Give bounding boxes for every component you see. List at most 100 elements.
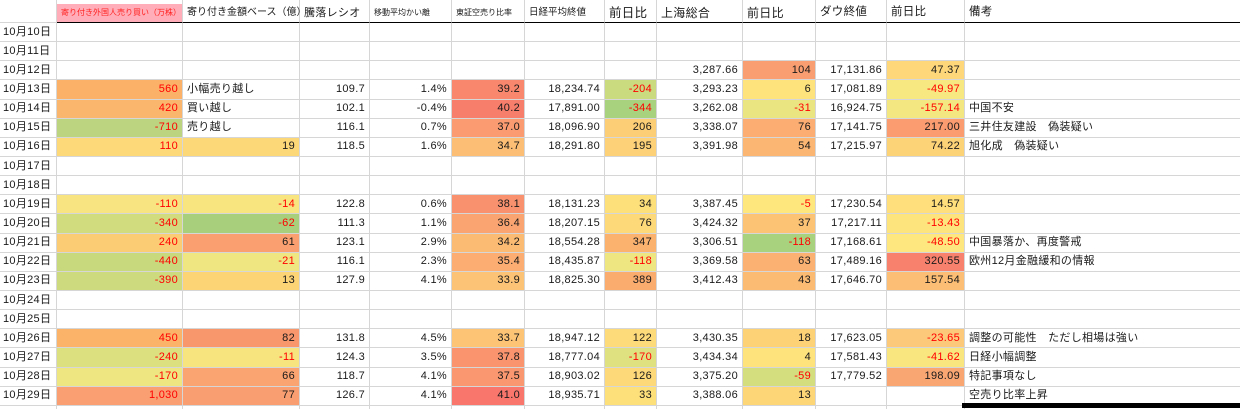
cell-d[interactable] — [300, 61, 370, 81]
cell-f[interactable] — [452, 290, 525, 311]
row-date[interactable]: 10月11日 — [0, 42, 57, 62]
cell-h[interactable]: 76 — [605, 214, 657, 234]
cell-e[interactable] — [370, 176, 452, 196]
cell-j[interactable] — [743, 290, 816, 311]
cell-j[interactable]: -59 — [743, 367, 816, 387]
row-date[interactable]: 10月16日 — [0, 137, 57, 157]
cell-b[interactable]: 240 — [57, 233, 183, 253]
cell-k[interactable] — [816, 386, 887, 406]
cell-c[interactable] — [183, 42, 300, 62]
cell-m[interactable]: 中国不安 — [965, 100, 1240, 119]
cell-j[interactable] — [743, 310, 816, 330]
cell-l[interactable]: 157.54 — [887, 271, 965, 291]
column-header-i[interactable]: 上海総合 — [657, 4, 743, 23]
cell-k[interactable]: 17,215.97 — [816, 137, 887, 157]
cell-g[interactable] — [525, 42, 605, 62]
cell-l[interactable]: -41.62 — [887, 348, 965, 368]
row-date[interactable]: 10月24日 — [0, 290, 57, 311]
cell-i[interactable]: 3,434.34 — [657, 348, 743, 368]
cell-i[interactable]: 3,388.06 — [657, 386, 743, 406]
cell-b[interactable]: 420 — [57, 99, 183, 119]
cell-f[interactable] — [452, 176, 525, 196]
cell-g[interactable] — [525, 310, 605, 330]
cell-l[interactable]: -157.14 — [887, 99, 965, 119]
column-header-k[interactable]: ダウ終値 — [816, 4, 887, 23]
cell-c[interactable]: 小幅売り越し — [183, 80, 300, 100]
row-date[interactable]: 10月21日 — [0, 233, 57, 253]
cell-e[interactable]: 4.5% — [370, 329, 452, 349]
cell-b[interactable]: -170 — [57, 367, 183, 387]
cell-j[interactable]: 37 — [743, 214, 816, 234]
cell-g[interactable]: 18,777.04 — [525, 348, 605, 368]
cell-h[interactable]: 126 — [605, 367, 657, 387]
cell-m[interactable] — [965, 80, 1240, 100]
cell-d[interactable]: 118.5 — [300, 137, 370, 157]
cell-b[interactable]: 560 — [57, 80, 183, 100]
cell-d[interactable] — [300, 310, 370, 330]
row-date[interactable]: 10月29日 — [0, 386, 57, 406]
cell-i[interactable]: 3,387.45 — [657, 195, 743, 215]
cell-m[interactable]: 旭化成 偽装疑い — [965, 138, 1240, 157]
cell-g[interactable]: 18,096.90 — [525, 118, 605, 138]
cell-g[interactable]: 18,903.02 — [525, 367, 605, 387]
cell-j[interactable] — [743, 176, 816, 196]
cell-k[interactable]: 17,646.70 — [816, 271, 887, 291]
cell-d[interactable]: 124.3 — [300, 348, 370, 368]
cell-g[interactable]: 18,131.23 — [525, 195, 605, 215]
cell-h[interactable]: -344 — [605, 99, 657, 119]
cell-b[interactable] — [57, 156, 183, 177]
cell-e[interactable] — [370, 156, 452, 177]
cell-f[interactable]: 33.7 — [452, 329, 525, 349]
column-header-f[interactable]: 東証空売り比率 — [452, 4, 525, 23]
cell-m[interactable]: 日経小幅調整 — [965, 348, 1240, 368]
cell-i[interactable] — [657, 310, 743, 330]
cell-f[interactable]: 37.0 — [452, 118, 525, 138]
cell-d[interactable] — [300, 23, 370, 43]
cell-c[interactable]: 66 — [183, 367, 300, 387]
row-date[interactable]: 10月23日 — [0, 271, 57, 291]
cell-l[interactable]: 320.55 — [887, 252, 965, 272]
cell-j[interactable]: 76 — [743, 118, 816, 138]
cell-m[interactable]: 調整の可能性 ただし相場は強い — [965, 329, 1240, 349]
cell-f[interactable] — [452, 42, 525, 62]
cell-f[interactable] — [452, 23, 525, 43]
cell-k[interactable] — [816, 176, 887, 196]
cell-e[interactable]: 0.6% — [370, 195, 452, 215]
cell-f[interactable] — [452, 310, 525, 330]
cell-f[interactable]: 38.1 — [452, 195, 525, 215]
cell-k[interactable] — [816, 310, 887, 330]
cell-d[interactable] — [300, 290, 370, 311]
row-date[interactable]: 10月22日 — [0, 252, 57, 272]
cell-f[interactable] — [452, 156, 525, 177]
cell-f[interactable] — [452, 61, 525, 81]
cell-d[interactable]: 123.1 — [300, 233, 370, 253]
cell-m[interactable]: 特記事項なし — [965, 368, 1240, 387]
cell-f[interactable]: 36.4 — [452, 214, 525, 234]
cell-i[interactable]: 3,375.20 — [657, 367, 743, 387]
cell-k[interactable] — [816, 156, 887, 177]
cell-h[interactable]: -170 — [605, 348, 657, 368]
cell-k[interactable]: 17,623.05 — [816, 329, 887, 349]
cell-d[interactable]: 116.1 — [300, 252, 370, 272]
row-date[interactable]: 10月18日 — [0, 176, 57, 196]
cell-f[interactable]: 34.7 — [452, 137, 525, 157]
cell-m[interactable] — [965, 272, 1240, 291]
cell-e[interactable]: 3.5% — [370, 348, 452, 368]
cell-l[interactable]: -48.50 — [887, 233, 965, 253]
cell-l[interactable] — [887, 290, 965, 311]
cell-l[interactable]: 47.37 — [887, 61, 965, 81]
cell-j[interactable]: -31 — [743, 99, 816, 119]
cell-h[interactable] — [605, 42, 657, 62]
cell-e[interactable] — [370, 42, 452, 62]
cell-d[interactable]: 127.9 — [300, 271, 370, 291]
cell-g[interactable]: 17,891.00 — [525, 99, 605, 119]
cell-e[interactable]: 1.6% — [370, 137, 452, 157]
cell-d[interactable]: 126.7 — [300, 386, 370, 406]
cell-i[interactable]: 3,306.51 — [657, 233, 743, 253]
cell-j[interactable]: 18 — [743, 329, 816, 349]
cell-k[interactable]: 17,779.52 — [816, 367, 887, 387]
cell-b[interactable] — [57, 310, 183, 330]
cell-m[interactable] — [965, 61, 1240, 81]
cell-e[interactable]: 2.3% — [370, 252, 452, 272]
cell-f[interactable]: 35.4 — [452, 252, 525, 272]
